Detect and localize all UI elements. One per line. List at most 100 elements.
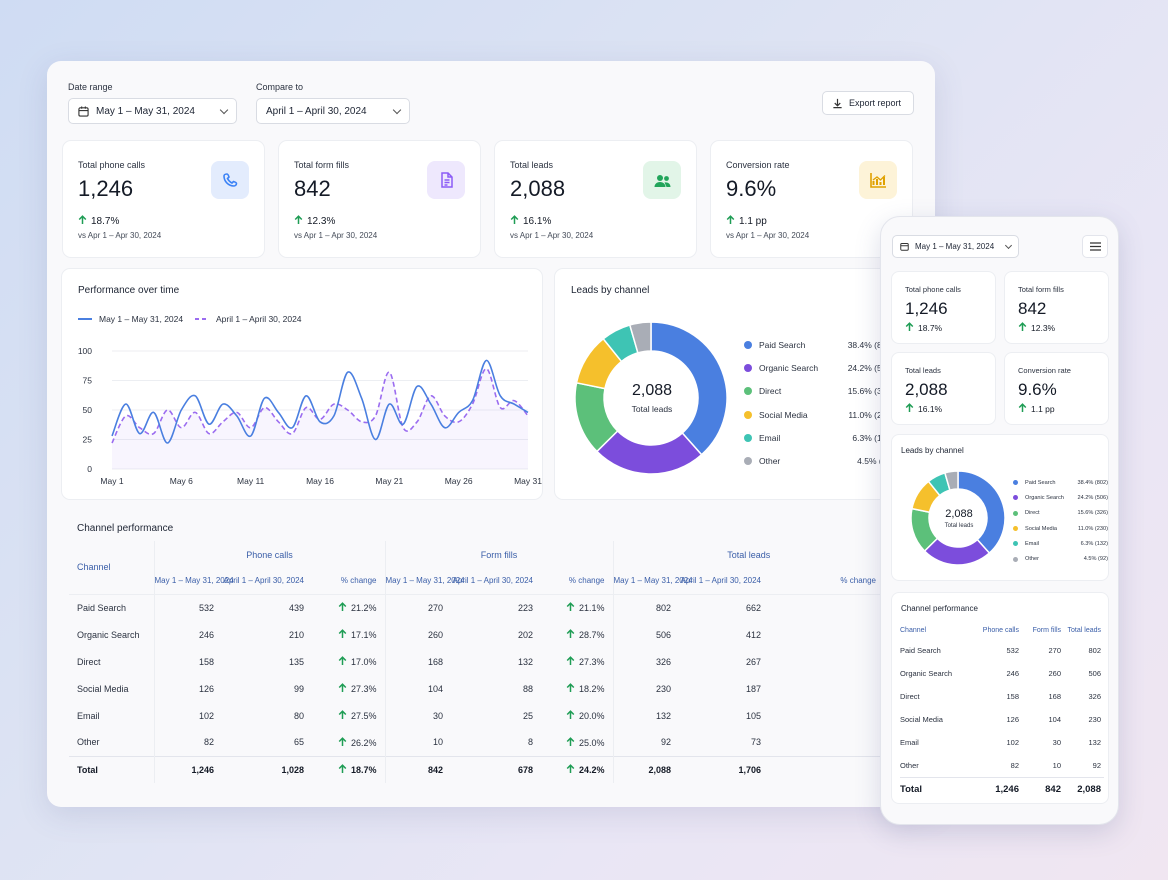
percent-change: 17.1% bbox=[350, 630, 377, 640]
table-cell: 506 bbox=[1088, 669, 1101, 678]
mobile-kpi-delta-value: 16.1% bbox=[918, 404, 943, 414]
mobile-donut-center-value: 2,088 bbox=[945, 508, 973, 520]
percent-change-cell: 26.2% bbox=[312, 729, 386, 756]
table-cell: 223 bbox=[517, 602, 533, 613]
leads-channel-card: Leads by channel 2,088 Total leads Paid … bbox=[554, 268, 899, 500]
mobile-donut-center-label: Total leads bbox=[944, 523, 974, 529]
percent-change-cell: 27.3% bbox=[312, 675, 386, 702]
leads-channel-title: Leads by channel bbox=[571, 285, 650, 296]
export-report-button[interactable]: Export report bbox=[822, 91, 914, 115]
mobile-kpi-delta-value: 12.3% bbox=[1031, 323, 1056, 333]
mobile-table-row: Direct 158 168 326 bbox=[900, 685, 1104, 708]
channel-name: Direct bbox=[69, 648, 155, 675]
legend-value: 15.6% (326) bbox=[847, 386, 894, 397]
mobile-kpi-card: Total phone calls 1,246 18.7% bbox=[891, 271, 996, 344]
legend-value: 11.0% (230) bbox=[1077, 525, 1108, 532]
legend-label: Direct bbox=[759, 386, 782, 397]
mobile-kpi-title: Total form fills bbox=[1018, 285, 1064, 294]
mobile-kpi-value: 842 bbox=[1018, 299, 1047, 318]
column-sub-header: April 1 – April 30, 2024 bbox=[680, 576, 762, 586]
donut-slice bbox=[650, 321, 728, 456]
y-tick-label: 0 bbox=[87, 464, 92, 474]
legend-label: Paid Search bbox=[1025, 479, 1056, 486]
channel-name: Email bbox=[900, 738, 919, 747]
table-cell: 104 bbox=[1048, 715, 1061, 724]
compare-value: April 1 – April 30, 2024 bbox=[266, 105, 367, 117]
kpi-card: Total form fills 842 12.3% vs Apr 1 – Apr 3… bbox=[278, 140, 481, 258]
mobile-table-row: Other 82 10 92 bbox=[900, 754, 1104, 777]
x-tick-label: May 21 bbox=[375, 476, 403, 486]
date-range-select[interactable]: May 1 – May 31, 2024 bbox=[68, 98, 237, 124]
percent-change-cell: 17.0% bbox=[312, 648, 386, 675]
table-cell: 102 bbox=[1006, 738, 1019, 747]
percent-change: 18.7% bbox=[350, 765, 377, 776]
percent-change: 28.7% bbox=[578, 630, 605, 640]
mobile-kpi-card: Total leads 2,088 16.1% bbox=[891, 352, 996, 425]
kpi-compare-text: vs Apr 1 – Apr 30, 2024 bbox=[726, 231, 810, 240]
table-cell: 132 bbox=[655, 710, 671, 721]
x-tick-label: May 26 bbox=[445, 476, 473, 486]
legend-label: Social Media bbox=[759, 409, 808, 420]
export-report-label: Export report bbox=[849, 98, 902, 108]
legend-series-name: April 1 – April 30, 2024 bbox=[216, 314, 302, 324]
table-cell: 1,028 bbox=[281, 764, 304, 775]
legend-item: Social Media 11.0% (230) bbox=[1013, 521, 1108, 536]
table-cell: 532 bbox=[1006, 646, 1019, 655]
table-cell: 267 bbox=[745, 656, 761, 667]
legend-dot bbox=[1013, 556, 1018, 562]
table-cell: 102 bbox=[198, 710, 214, 721]
table-cell: 1,246 bbox=[191, 764, 214, 775]
legend-value: 24.2% (506) bbox=[1077, 494, 1108, 501]
channel-performance-table: Channel Phone calls Form fills Total leads M… bbox=[69, 541, 884, 787]
kpi-title: Total phone calls bbox=[78, 160, 146, 170]
mobile-kpi-title: Conversion rate bbox=[1018, 366, 1071, 375]
table-cell: 2,088 bbox=[1077, 783, 1101, 795]
kpi-delta: 16.1% bbox=[510, 215, 551, 227]
compare-select[interactable]: April 1 – April 30, 2024 bbox=[256, 98, 410, 124]
legend-label: Organic Search bbox=[759, 362, 819, 373]
menu-button[interactable] bbox=[1082, 235, 1108, 258]
table-row: Social Media 126 99 27.3% 104 88 18.2% 230 187 bbox=[69, 675, 884, 702]
table-cell: 842 bbox=[1045, 783, 1061, 795]
legend-dot bbox=[744, 433, 752, 442]
legend-value: 4.5% (92) bbox=[857, 456, 894, 467]
channel-name: Other bbox=[69, 729, 155, 756]
legend-dot bbox=[1013, 510, 1018, 516]
percent-change: 27.3% bbox=[350, 684, 377, 694]
kpi-compare-text: vs Apr 1 – Apr 30, 2024 bbox=[294, 231, 378, 240]
table-row: Organic Search 246 210 17.1% 260 202 28.7% 506 4… bbox=[69, 621, 884, 648]
table-cell: 326 bbox=[1088, 692, 1101, 701]
table-cell: 230 bbox=[655, 683, 671, 694]
chevron-down-icon bbox=[1004, 241, 1013, 249]
column-sub-header: % change bbox=[541, 568, 614, 594]
legend-item: Social Media 11.0% (230) bbox=[744, 403, 894, 426]
legend-item: Other 4.5% (92) bbox=[1013, 551, 1108, 566]
date-range-label: Date range bbox=[68, 82, 113, 92]
table-cell: 270 bbox=[1048, 646, 1061, 655]
table-row: Other 82 65 26.2% 10 8 25.0% 92 73 bbox=[69, 729, 884, 756]
legend-dot bbox=[744, 457, 752, 466]
table-cell: 246 bbox=[1006, 669, 1019, 678]
y-tick-label: 75 bbox=[83, 376, 93, 386]
channel-table-title: Channel performance bbox=[77, 523, 174, 534]
mobile-date-select[interactable]: May 1 – May 31, 2024 bbox=[892, 235, 1019, 258]
table-cell: 842 bbox=[427, 764, 443, 775]
legend-item: Organic Search 24.2% (506) bbox=[744, 356, 894, 379]
channel-name: Direct bbox=[900, 692, 920, 701]
table-cell: 104 bbox=[427, 683, 443, 694]
channel-name: Organic Search bbox=[900, 669, 953, 678]
table-cell: 678 bbox=[517, 764, 533, 775]
table-cell: 92 bbox=[660, 737, 671, 748]
table-cell: 202 bbox=[517, 629, 533, 640]
column-group-header: Phone calls bbox=[154, 541, 386, 568]
legend-item: Paid Search 38.4% (802) bbox=[744, 333, 894, 356]
table-cell: 168 bbox=[427, 656, 443, 667]
mobile-column-header: Channel bbox=[900, 626, 927, 634]
column-sub-header: May 1 – May 31, 2024 bbox=[385, 576, 465, 586]
performance-card: Performance over time May 1 – May 31, 20… bbox=[61, 268, 543, 500]
percent-change-cell: 20.0% bbox=[541, 702, 614, 729]
x-tick-label: May 6 bbox=[170, 476, 193, 486]
table-cell: 82 bbox=[203, 737, 214, 748]
legend-label: Paid Search bbox=[759, 339, 806, 350]
channel-name: Paid Search bbox=[69, 594, 155, 621]
